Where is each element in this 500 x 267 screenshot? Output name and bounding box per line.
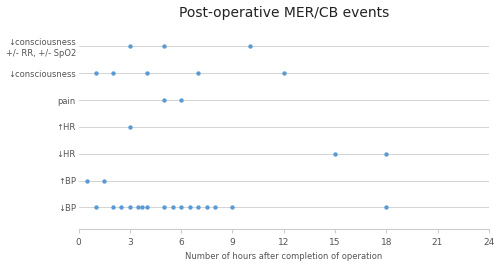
Point [168, 205, 176, 210]
Point [194, 71, 202, 75]
Point [382, 205, 390, 210]
Point [126, 44, 134, 49]
Point [246, 44, 254, 49]
Point [126, 205, 134, 210]
Point [177, 205, 185, 210]
Point [126, 125, 134, 129]
Point [160, 205, 168, 210]
Point [280, 71, 287, 75]
Point [109, 71, 117, 75]
Point [194, 205, 202, 210]
Point [92, 71, 100, 75]
Point [134, 205, 142, 210]
Point [177, 98, 185, 102]
Point [160, 98, 168, 102]
Point [143, 71, 151, 75]
Point [83, 178, 91, 183]
Point [100, 178, 108, 183]
Point [228, 205, 236, 210]
Point [118, 205, 126, 210]
Point [382, 152, 390, 156]
Point [138, 205, 146, 210]
Point [109, 205, 117, 210]
Point [186, 205, 194, 210]
Point [92, 205, 100, 210]
Point [203, 205, 211, 210]
Point [143, 205, 151, 210]
Point [212, 205, 220, 210]
Title: Post-operative MER/CB events: Post-operative MER/CB events [178, 6, 389, 19]
X-axis label: Number of hours after completion of operation: Number of hours after completion of oper… [185, 252, 382, 261]
Point [160, 44, 168, 49]
Point [331, 152, 339, 156]
